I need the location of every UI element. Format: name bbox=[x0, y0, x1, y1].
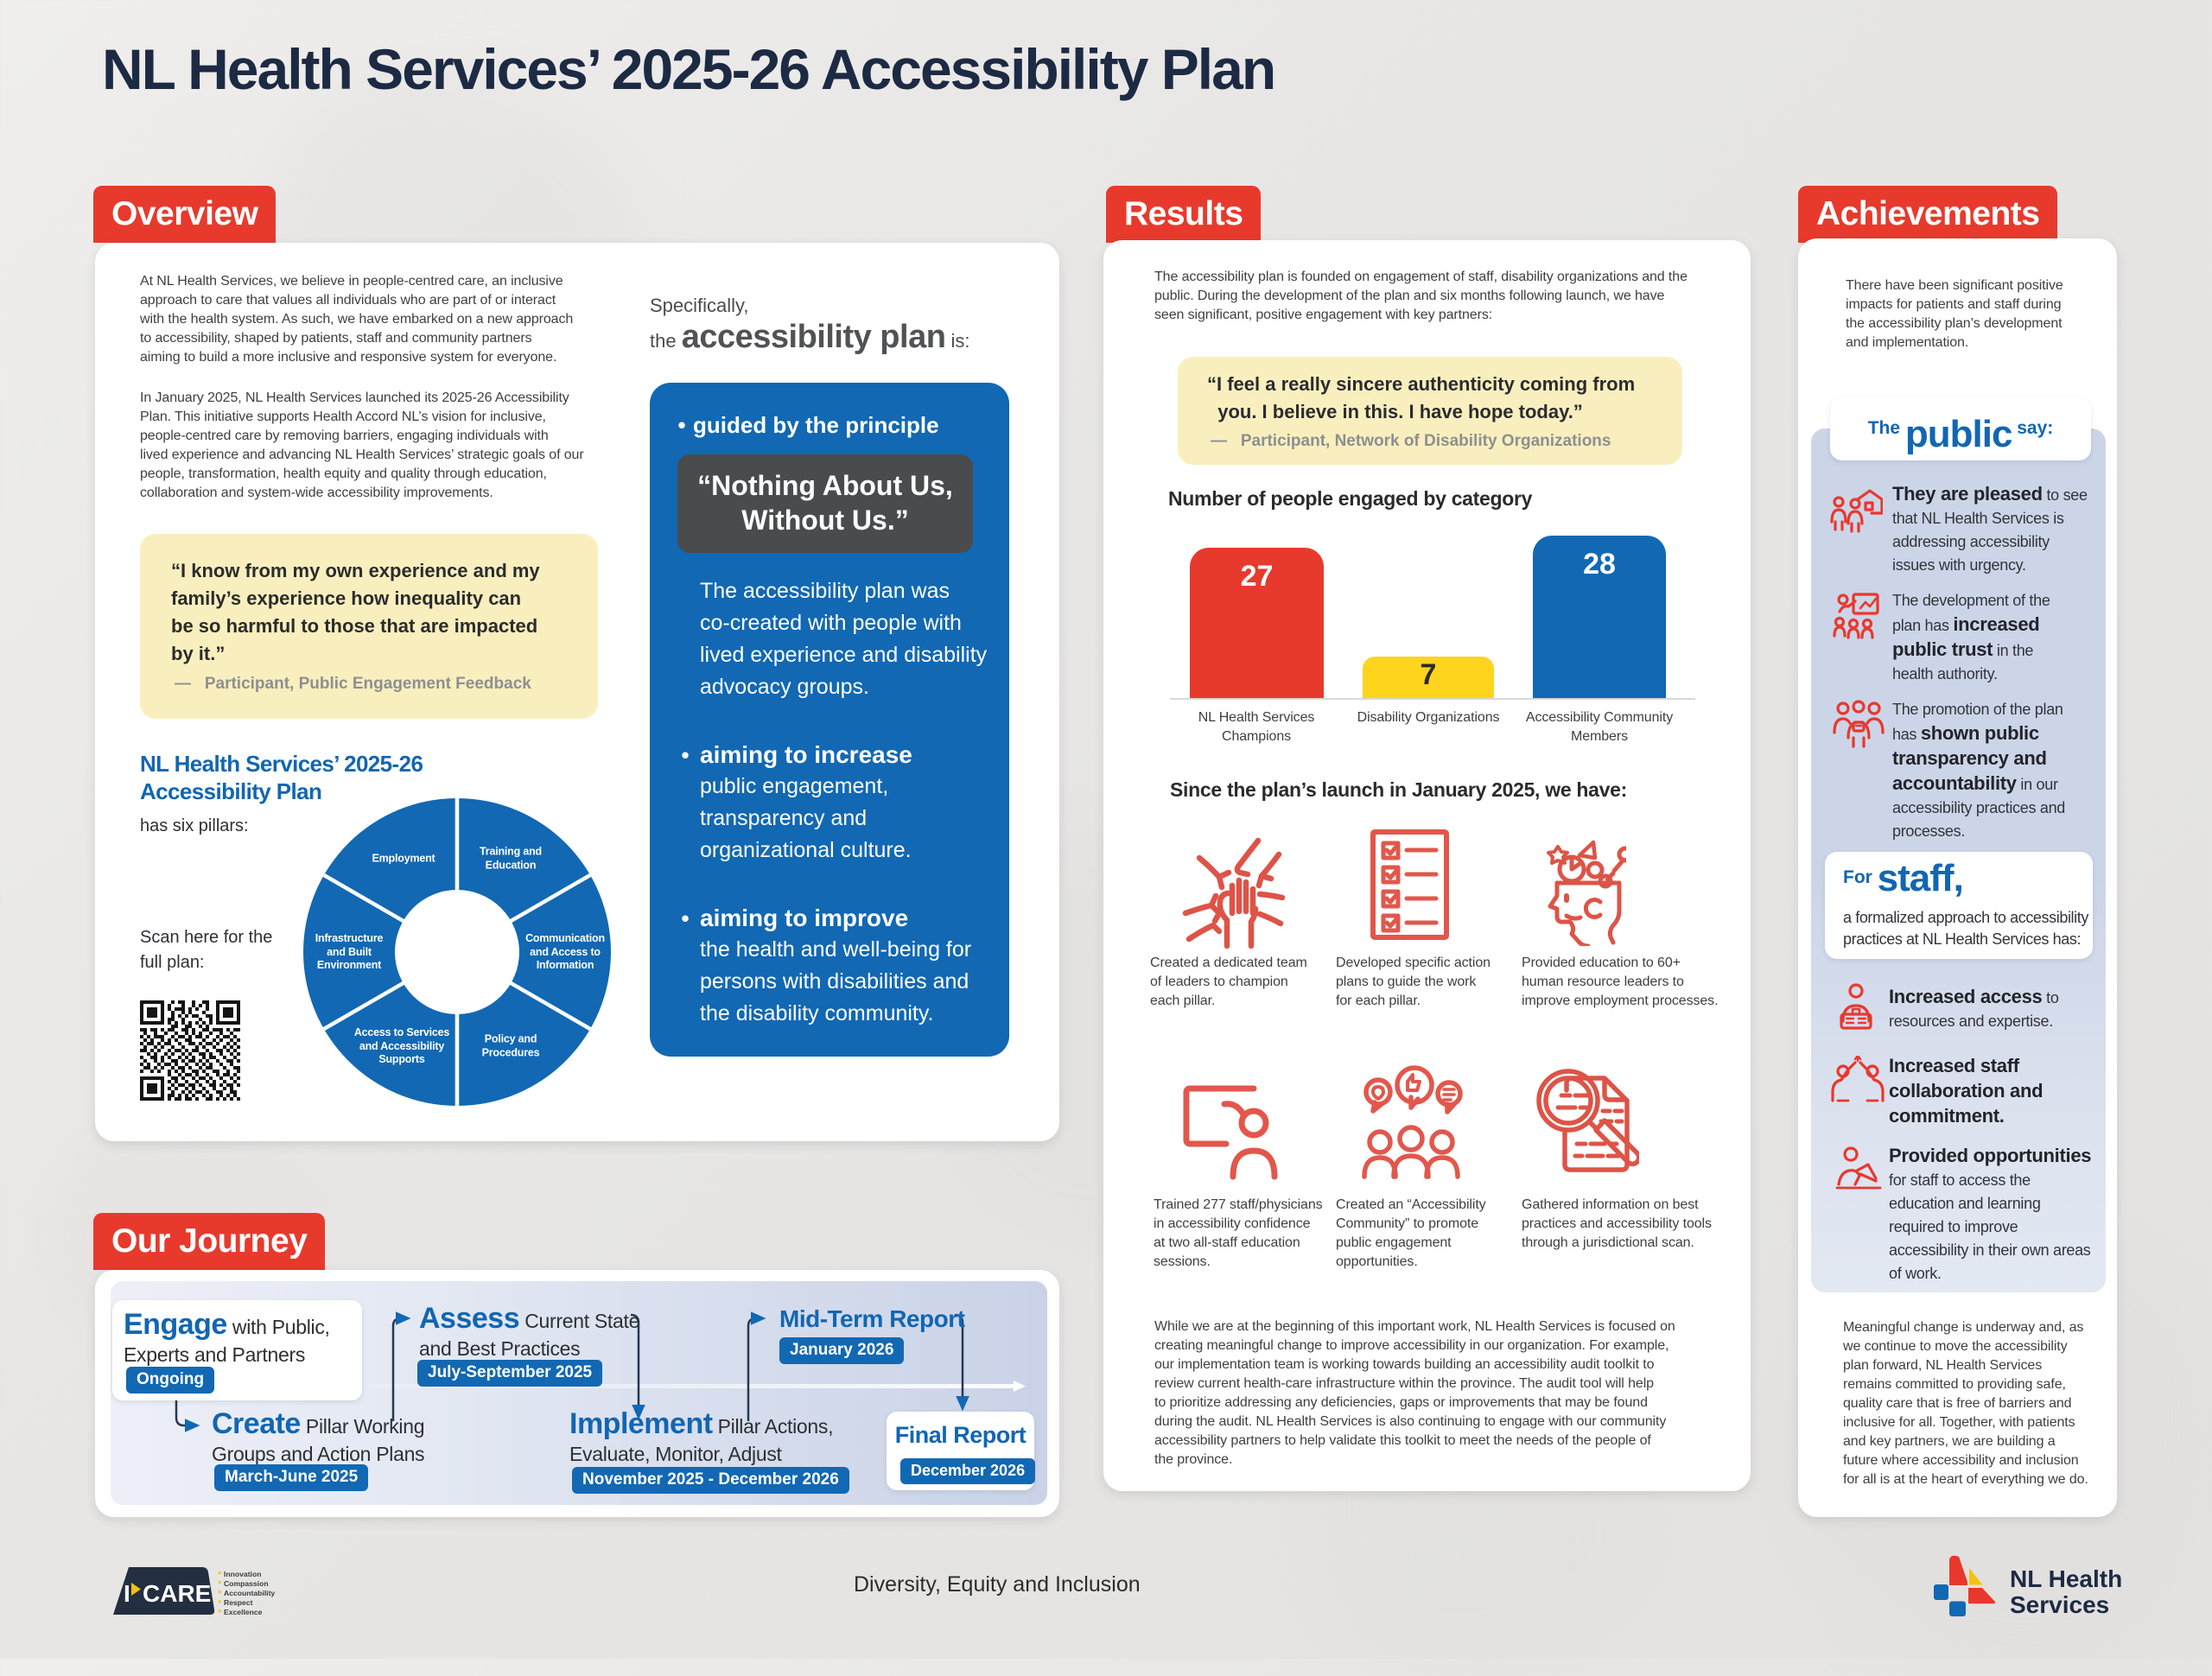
svg-text:Innovation: Innovation bbox=[224, 1570, 261, 1578]
svg-text:Accountability: Accountability bbox=[224, 1589, 275, 1597]
svg-text:Services: Services bbox=[2010, 1591, 2109, 1618]
svg-text:Compassion: Compassion bbox=[224, 1579, 269, 1588]
svg-text:CARE: CARE bbox=[143, 1580, 211, 1607]
svg-text:Respect: Respect bbox=[224, 1598, 253, 1607]
svg-text:I: I bbox=[124, 1580, 130, 1607]
svg-text:Excellence: Excellence bbox=[224, 1608, 263, 1616]
svg-text:NL Health: NL Health bbox=[2010, 1565, 2122, 1592]
